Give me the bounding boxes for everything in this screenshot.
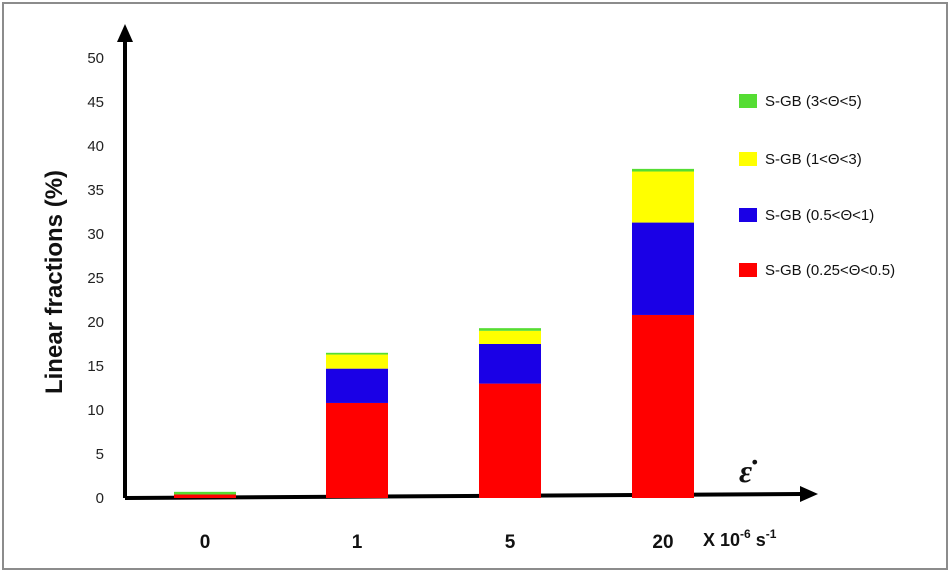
bar-segment [632,168,694,172]
x-tick-label: 20 [652,532,673,553]
bar-segment [326,368,388,403]
bar-segment [174,491,236,495]
legend: S-GB (3<Θ<5) S-GB (1<Θ<3) S-GB (0.5<Θ<1) S-… [739,93,895,279]
bar-segment [479,330,541,344]
y-tick-label: 35 [87,182,104,199]
y-tick-label: 5 [96,446,104,463]
bar-segment [326,352,388,355]
bar-segment [479,344,541,384]
bar-segment [479,328,541,331]
y-tick-label: 15 [87,358,104,375]
legend-label: S-GB (3<Θ<5) [765,93,862,110]
bar-segment [632,314,694,498]
bars [174,168,694,498]
bar-segment [632,222,694,315]
x-tick-labels: 0 1 5 20 [200,532,674,553]
y-axis-label: Linear fractions (%) [41,170,68,394]
x-axis-arrow-icon [800,486,818,502]
legend-swatch [739,208,757,222]
x-axis-unit: X 10-6 s-1 [703,527,777,550]
y-tick-label: 40 [87,138,104,155]
x-axis-symbol: ε̇ [739,453,758,489]
y-tick-label: 50 [87,50,104,67]
y-tick-label: 20 [87,314,104,331]
legend-label: S-GB (1<Θ<3) [765,151,862,168]
y-tick-label: 45 [87,94,104,111]
legend-swatch [739,263,757,277]
legend-label: S-GB (0.25<Θ<0.5) [765,262,895,279]
y-tick-label: 25 [87,270,104,287]
y-tick-label: 30 [87,226,104,243]
x-tick-label: 0 [200,532,211,553]
x-tick-label: 1 [352,532,363,553]
bar-segment [326,354,388,369]
bar-segment [174,494,236,498]
y-axis-arrow-icon [117,24,133,42]
x-tick-label: 5 [505,532,516,553]
bar-segment [479,383,541,498]
y-tick-label: 10 [87,402,104,419]
legend-swatch [739,94,757,108]
y-ticks: 0 5 10 15 20 25 30 35 40 45 50 [87,50,104,507]
bar-segment [632,171,694,223]
bar-segment [326,402,388,498]
y-tick-label: 0 [96,490,104,507]
axes [117,24,818,502]
legend-label: S-GB (0.5<Θ<1) [765,207,874,224]
legend-swatch [739,152,757,166]
